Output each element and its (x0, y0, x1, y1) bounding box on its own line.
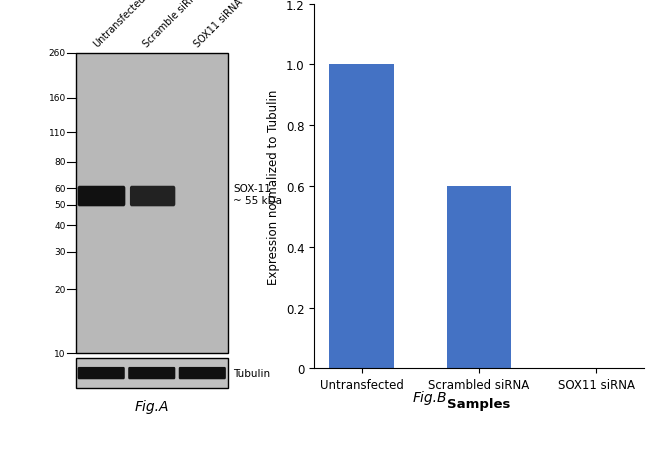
Text: Untransfected: Untransfected (91, 0, 148, 50)
Bar (76, 358, 228, 388)
FancyBboxPatch shape (130, 186, 176, 207)
Text: Fig.B: Fig.B (412, 390, 447, 404)
Bar (76, 54, 228, 354)
X-axis label: Samples: Samples (447, 397, 511, 410)
Text: 60: 60 (55, 184, 66, 193)
FancyBboxPatch shape (128, 367, 176, 379)
Text: 20: 20 (55, 285, 66, 294)
Text: SOX-11
~ 55 kDa: SOX-11 ~ 55 kDa (233, 184, 282, 205)
FancyBboxPatch shape (77, 367, 125, 379)
Text: Fig.A: Fig.A (135, 399, 169, 413)
Text: 160: 160 (49, 94, 66, 103)
Text: Tubulin: Tubulin (233, 368, 270, 378)
Y-axis label: Expression normalized to Tubulin: Expression normalized to Tubulin (267, 89, 280, 284)
FancyBboxPatch shape (77, 186, 125, 207)
Bar (330, 65, 394, 368)
Text: 40: 40 (55, 221, 66, 230)
FancyBboxPatch shape (179, 367, 226, 379)
Bar (447, 187, 512, 368)
Text: 50: 50 (55, 201, 66, 210)
Text: 10: 10 (55, 349, 66, 358)
Text: SOX11 siRNA: SOX11 siRNA (192, 0, 244, 50)
Text: Scramble siRNA: Scramble siRNA (142, 0, 204, 50)
Text: 260: 260 (49, 49, 66, 58)
Text: 110: 110 (49, 129, 66, 138)
Text: 30: 30 (55, 248, 66, 257)
Text: 80: 80 (55, 158, 66, 166)
